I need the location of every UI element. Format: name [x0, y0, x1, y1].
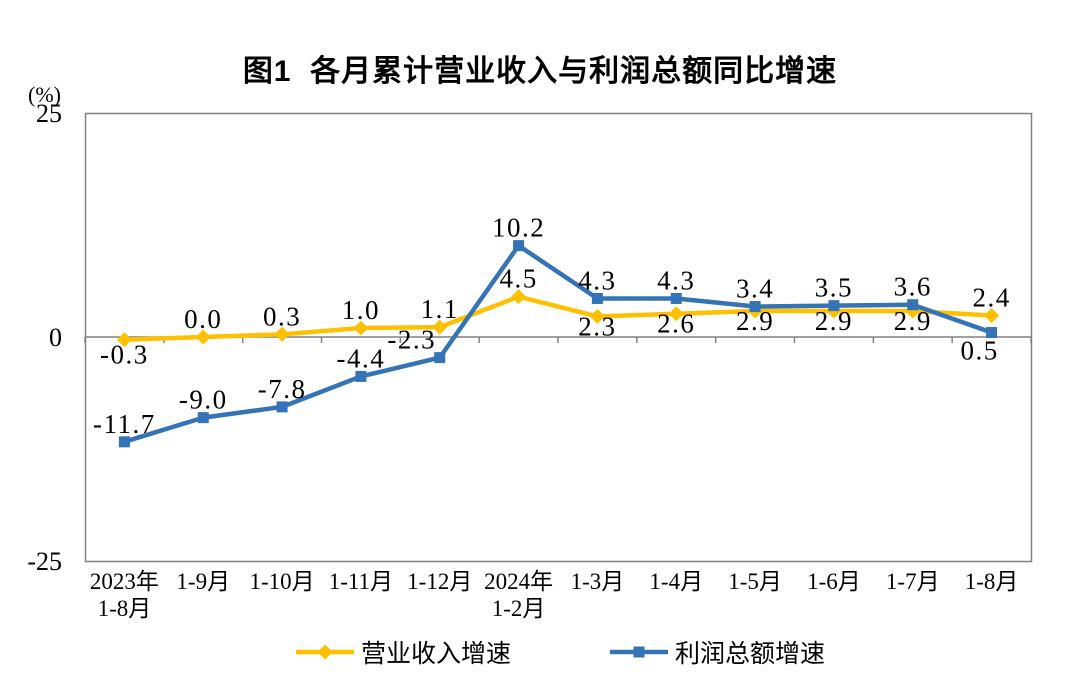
svg-text:3.6: 3.6 — [894, 272, 932, 302]
legend-item-revenue-growth: 营业收入增速 — [296, 637, 512, 668]
svg-text:4.3: 4.3 — [578, 265, 616, 295]
svg-text:2.6: 2.6 — [657, 309, 695, 339]
svg-text:0.0: 0.0 — [184, 304, 222, 334]
svg-text:4.3: 4.3 — [657, 265, 695, 295]
svg-text:0.3: 0.3 — [263, 301, 301, 331]
svg-text:1.1: 1.1 — [421, 294, 459, 324]
y-axis-unit-label: (%) — [28, 82, 61, 107]
svg-text:1-9月: 1-9月 — [176, 569, 230, 594]
chart-legend: 营业收入增速 利润总额增速 — [0, 637, 1080, 669]
svg-text:0.5: 0.5 — [960, 336, 998, 366]
svg-text:-25: -25 — [27, 547, 62, 576]
svg-text:1-3月: 1-3月 — [571, 569, 625, 594]
legend-label-profit-growth: 利润总额增速 — [675, 641, 826, 668]
svg-text:-2.3: -2.3 — [387, 325, 436, 355]
revenue-series-line-icon — [296, 644, 354, 660]
svg-text:1.0: 1.0 — [342, 295, 380, 325]
svg-text:4.5: 4.5 — [499, 264, 537, 294]
svg-text:1-7月: 1-7月 — [886, 569, 940, 594]
svg-text:1-5月: 1-5月 — [728, 569, 782, 594]
svg-text:1-6月: 1-6月 — [807, 569, 861, 594]
profit-series-line-icon — [610, 646, 668, 658]
svg-text:3.5: 3.5 — [815, 273, 853, 303]
legend-label-revenue-growth: 营业收入增速 — [361, 641, 512, 668]
legend-item-profit-growth: 利润总额增速 — [610, 637, 826, 668]
chart-title: 图1 各月累计营业收入与利润总额同比增速 — [242, 55, 838, 88]
svg-text:2.4: 2.4 — [972, 282, 1010, 312]
svg-text:1-11月: 1-11月 — [329, 569, 393, 594]
svg-text:2.3: 2.3 — [578, 311, 616, 341]
svg-text:0: 0 — [49, 323, 62, 352]
svg-text:1-8月: 1-8月 — [965, 569, 1019, 594]
svg-text:-7.8: -7.8 — [258, 374, 307, 404]
svg-text:3.4: 3.4 — [736, 274, 774, 304]
svg-text:1-4月: 1-4月 — [649, 569, 703, 594]
svg-text:25: 25 — [36, 99, 62, 128]
svg-text:-0.3: -0.3 — [100, 340, 149, 370]
svg-text:-9.0: -9.0 — [179, 385, 228, 415]
svg-text:-11.7: -11.7 — [93, 409, 156, 439]
svg-text:-4.4: -4.4 — [337, 343, 386, 373]
svg-text:1-12月: 1-12月 — [407, 569, 472, 594]
svg-text:1-10月: 1-10月 — [249, 569, 314, 594]
svg-text:10.2: 10.2 — [492, 213, 545, 243]
